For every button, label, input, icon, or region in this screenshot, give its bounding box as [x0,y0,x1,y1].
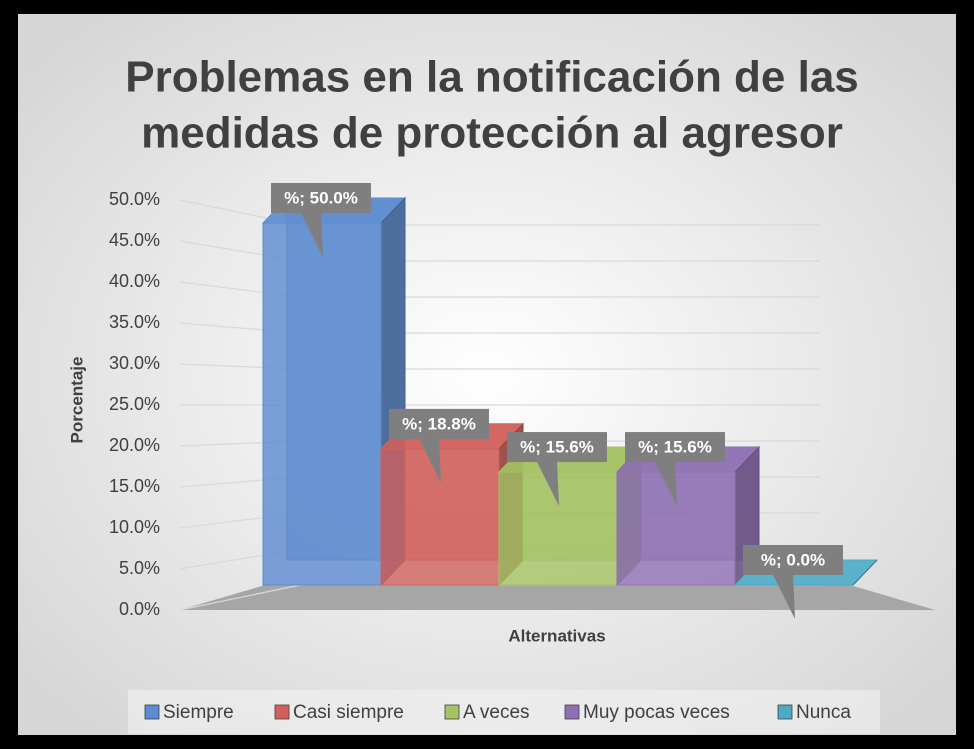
value-label: %; 50.0% [284,188,358,207]
floor [180,585,935,610]
legend-label: Nunca [796,702,851,723]
label-pointer [419,438,441,483]
legend-swatch [274,704,290,720]
y-tick-label: 5.0% [119,558,160,578]
y-tick-label: 0.0% [119,599,160,619]
bar-side [852,559,878,586]
value-label-box [389,408,489,439]
legend-swatch [444,704,460,720]
value-label: %; 15.6% [638,438,712,457]
legend-swatch [777,704,793,720]
chart-title: medidas de protección al agresor [141,109,843,158]
value-label: %; 18.8% [402,414,476,433]
y-tick-label: 20.0% [109,435,160,455]
legend-swatch [144,704,160,720]
legend-label: Casi siempre [293,702,404,723]
y-tick-label: 45.0% [109,230,160,250]
y-tick-label: 25.0% [109,394,160,414]
bar [262,222,382,586]
y-tick-label: 40.0% [109,271,160,291]
value-label: %; 15.6% [520,438,594,457]
y-tick-label: 10.0% [109,517,160,537]
y-axis-title: Porcentaje [67,357,86,444]
legend-label: Muy pocas veces [583,702,730,723]
chart-area [18,14,956,735]
value-label-box [271,183,371,213]
value-label: %; 0.0% [761,550,825,569]
label-pointer [537,462,559,507]
y-tick-label: 50.0% [109,189,160,209]
legend [128,690,880,734]
y-tick-label: 35.0% [109,312,160,332]
label-pointer [773,575,795,619]
y-tick-label: 15.0% [109,476,160,496]
label-pointer [301,213,323,257]
legend-label: A veces [463,702,530,723]
legend-label: Siempre [163,702,234,723]
y-tick-label: 30.0% [109,353,160,373]
value-label-box [625,432,725,463]
chart-title: Problemas en la notificación de las [125,53,859,102]
x-axis-title: Alternativas [508,626,605,645]
value-label-box [507,432,607,463]
bar-3d [615,445,761,587]
value-label-box [743,545,843,575]
legend-swatch [564,704,580,720]
label-pointer [655,462,677,507]
